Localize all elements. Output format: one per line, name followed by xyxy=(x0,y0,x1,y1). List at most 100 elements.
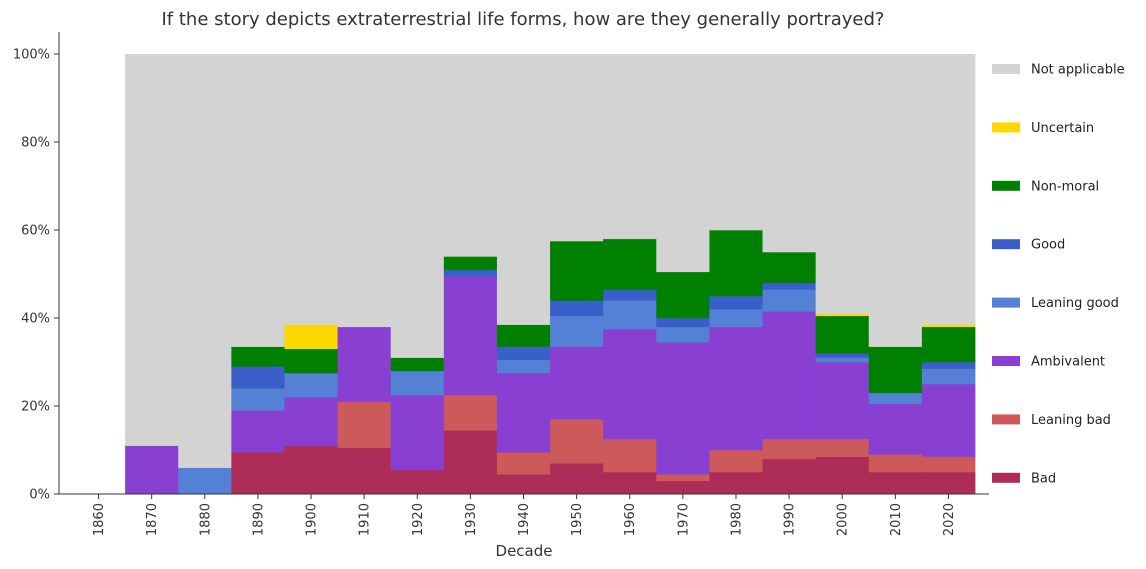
bar-good-2000 xyxy=(815,353,870,358)
bar-not-applicable-1960 xyxy=(603,54,657,240)
bar-bad-1970 xyxy=(656,480,710,495)
bar-bad-1980 xyxy=(709,472,763,495)
bar-ambivalent-1950 xyxy=(550,346,604,420)
x-tick-label: 1860 xyxy=(92,503,107,536)
bar-non-moral-1990 xyxy=(762,252,817,284)
bar-not-applicable-1910 xyxy=(337,54,392,328)
x-axis-ticks: 1860 1870 1880 1890 1900 1910 1920 1930 1940 1950… xyxy=(92,494,957,536)
bar-ambivalent-1960 xyxy=(603,329,657,440)
bar-leaning-bad-2020 xyxy=(921,456,976,473)
bar-uncertain-2000 xyxy=(815,313,870,317)
bars-layer xyxy=(125,54,976,495)
chart-title: If the story depicts extraterrestrial li… xyxy=(162,9,885,30)
legend-label-ambivalent: Ambivalent xyxy=(1031,355,1105,370)
bar-bad-1990 xyxy=(762,458,817,495)
bar-bad-2000 xyxy=(815,456,870,495)
x-tick-label: 1950 xyxy=(570,503,585,536)
bar-non-moral-2010 xyxy=(868,346,923,394)
bar-good-1960 xyxy=(603,289,657,301)
legend-swatch-good xyxy=(992,239,1020,250)
bar-ambivalent-2020 xyxy=(921,384,976,457)
legend: Not applicable Uncertain Non-moral Good Lean… xyxy=(992,63,1125,486)
bar-not-applicable-1930 xyxy=(443,54,498,257)
bar-leaning-bad-2000 xyxy=(815,439,870,457)
bar-non-moral-1980 xyxy=(709,230,763,297)
bar-leaning-good-1890 xyxy=(231,388,285,411)
bar-leaning-bad-1990 xyxy=(762,439,817,460)
bar-not-applicable-1950 xyxy=(550,54,604,242)
x-tick-label: 1990 xyxy=(783,503,798,536)
bar-leaning-good-1980 xyxy=(709,309,763,328)
bar-leaning-bad-1970 xyxy=(656,474,710,482)
bar-good-1950 xyxy=(550,300,604,317)
bar-leaning-good-1940 xyxy=(496,359,551,374)
bar-bad-1930 xyxy=(443,430,498,495)
bar-good-1990 xyxy=(762,282,817,290)
x-axis-title: Decade xyxy=(496,542,553,560)
bar-non-moral-1940 xyxy=(496,324,551,347)
x-tick-label: 1870 xyxy=(145,503,160,536)
legend-label-good: Good xyxy=(1031,238,1065,253)
bar-ambivalent-1970 xyxy=(656,342,710,475)
bar-non-moral-2020 xyxy=(921,326,976,363)
bar-good-1980 xyxy=(709,296,763,310)
bar-leaning-good-1900 xyxy=(284,373,338,398)
bar-not-applicable-1940 xyxy=(496,54,551,325)
bar-not-applicable-1990 xyxy=(762,54,817,253)
x-tick-label: 1910 xyxy=(358,503,373,536)
bar-not-applicable-2000 xyxy=(815,54,870,314)
bar-ambivalent-1870 xyxy=(125,445,179,495)
x-tick-label: 1920 xyxy=(411,503,426,536)
bar-ambivalent-2010 xyxy=(868,403,923,455)
bar-not-applicable-2010 xyxy=(868,54,923,347)
bar-non-moral-1960 xyxy=(603,238,657,290)
bar-non-moral-1900 xyxy=(284,348,338,374)
x-tick-label: 2020 xyxy=(942,503,957,536)
bar-bad-1960 xyxy=(603,472,657,495)
bar-not-applicable-1970 xyxy=(656,54,710,273)
bar-leaning-good-2000 xyxy=(815,357,870,363)
bar-bad-1890 xyxy=(231,452,285,495)
legend-swatch-non-moral xyxy=(992,180,1020,191)
bar-ambivalent-1890 xyxy=(231,410,285,453)
legend-swatch-leaning-good xyxy=(992,297,1020,308)
bar-bad-1950 xyxy=(550,463,604,495)
legend-label-not-applicable: Not applicable xyxy=(1031,63,1125,78)
bar-leaning-bad-2010 xyxy=(868,454,923,473)
y-tick-label: 20% xyxy=(21,400,50,415)
x-tick-label: 1930 xyxy=(464,503,479,536)
bar-non-moral-1920 xyxy=(390,357,445,372)
x-tick-label: 1900 xyxy=(305,503,320,536)
bar-non-moral-1930 xyxy=(443,256,498,270)
legend-swatch-bad xyxy=(992,472,1020,483)
bar-leaning-bad-1930 xyxy=(443,395,498,431)
bar-leaning-good-2010 xyxy=(868,392,923,405)
bar-leaning-bad-1960 xyxy=(603,439,657,473)
bar-not-applicable-1900 xyxy=(284,54,338,325)
legend-swatch-leaning-bad xyxy=(992,414,1020,425)
bar-not-applicable-1920 xyxy=(390,54,445,358)
bar-ambivalent-2000 xyxy=(815,362,870,440)
bar-uncertain-1900 xyxy=(284,324,338,350)
bar-ambivalent-1940 xyxy=(496,373,551,453)
x-tick-label: 1980 xyxy=(729,503,744,536)
x-tick-label: 1970 xyxy=(676,503,691,536)
y-tick-label: 100% xyxy=(13,48,50,63)
bar-leaning-good-1920 xyxy=(390,370,445,396)
y-tick-label: 0% xyxy=(29,488,50,503)
bar-not-applicable-1980 xyxy=(709,54,763,231)
bar-good-1890 xyxy=(231,366,285,389)
bar-not-applicable-1870 xyxy=(125,54,179,446)
bar-leaning-good-1950 xyxy=(550,315,604,347)
bar-leaning-bad-1940 xyxy=(496,452,551,475)
bar-bad-2020 xyxy=(921,472,976,495)
bar-leaning-bad-1980 xyxy=(709,450,763,473)
legend-label-leaning-bad: Leaning bad xyxy=(1031,413,1111,428)
legend-label-leaning-good: Leaning good xyxy=(1031,296,1119,311)
bar-leaning-good-2020 xyxy=(921,368,976,385)
bar-non-moral-1950 xyxy=(550,241,604,301)
x-tick-label: 2010 xyxy=(889,503,904,536)
bar-bad-1910 xyxy=(337,447,392,495)
legend-label-non-moral: Non-moral xyxy=(1031,179,1099,194)
